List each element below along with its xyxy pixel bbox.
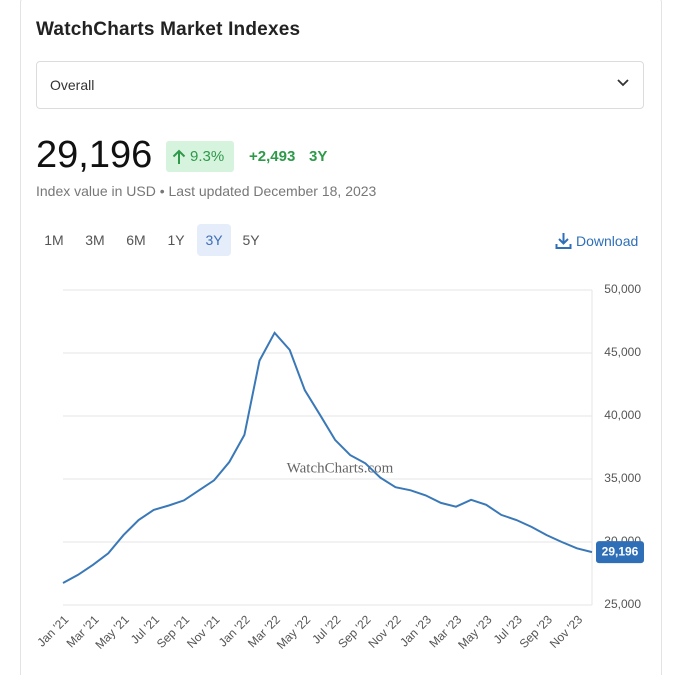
x-tick-label: Sep '21 [154,612,193,651]
change-pct: 9.3% [190,148,225,165]
up-arrow [172,149,186,164]
range-button[interactable]: 1Y [167,232,185,248]
y-tick-label: 25,000 [604,597,641,611]
y-tick-label: 45,000 [604,345,641,359]
x-tick-label: Sep '22 [335,612,374,651]
range-button[interactable]: 6M [126,232,146,248]
x-tick-label: Sep '23 [517,612,556,651]
value-label: 29,196 [602,544,639,558]
change-period: 3Y [309,148,328,165]
title: WatchCharts Market Indexes [36,19,301,40]
chevron [617,79,629,87]
x-tick-label: Nov '22 [365,612,404,651]
download-button[interactable]: Download [555,232,638,249]
card [20,0,662,675]
index-dropdown[interactable]: Overall [36,61,644,109]
y-tick-label: 35,000 [604,471,641,485]
dropdown-label: Overall [50,77,95,93]
range-button[interactable]: 5Y [242,232,260,248]
x-tick-label: May '22 [274,612,314,652]
x-tick-label: May '23 [455,612,495,652]
change-badge: 9.3% [166,141,234,172]
index-line [62,331,593,584]
index-value: 29,196 [36,134,153,176]
y-tick-label: 50,000 [604,282,641,296]
subtitle: Index value in USD • Last updated Decemb… [36,183,377,199]
range-button[interactable]: 3Y [197,224,231,256]
y-tick-label: 40,000 [604,408,641,422]
value-tag [596,541,644,564]
x-tick-label: Nov '21 [184,612,223,651]
change-abs: +2,493 [249,148,296,165]
download-label: Download [576,233,639,249]
download-icon [555,233,572,249]
range-button[interactable]: 1M [44,232,64,248]
x-tick-label: May '21 [92,612,132,652]
range-button[interactable]: 3M [85,232,105,248]
x-tick-label: Nov '23 [547,612,586,651]
